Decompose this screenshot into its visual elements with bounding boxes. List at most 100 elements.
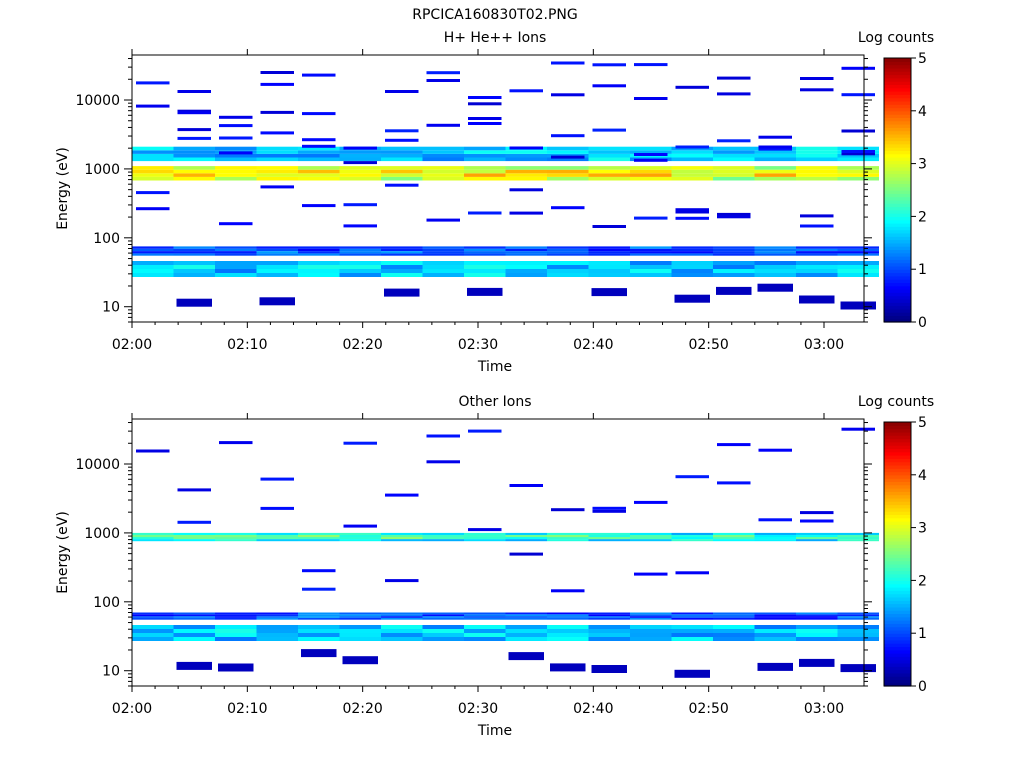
y-tick-label: 100 [93,231,120,247]
spectrogram-cell [381,176,423,181]
spectrogram-cell [505,265,547,269]
spectrogram-cell [339,176,381,181]
colorbar-segment [884,643,911,647]
sparse-count-cell [136,207,170,211]
sparse-count-cell [136,191,170,195]
x-tick-label: 02:30 [458,701,498,717]
spectrogram-cell [547,637,589,641]
spectrogram-cell [588,637,630,641]
spectrogram-cell [796,269,838,273]
spectrogram-cell [173,535,215,538]
colorbar-segment [884,613,911,618]
sparse-count-cell [385,90,419,93]
spectrogram-cell [381,261,423,265]
spectrogram-cell [588,273,630,277]
sparse-count-cell [675,216,709,220]
spectrogram-cell [754,265,796,269]
spectrogram-cell [215,539,257,542]
sparse-count-cell [841,66,875,70]
spectrogram-cell [173,166,215,170]
low-energy-cell [259,297,295,306]
spectrogram-cell [381,248,423,251]
spectrogram-cell [381,537,423,540]
spectrogram-cell [422,532,464,535]
spectrogram-cell [422,157,464,162]
spectrogram-cell [422,633,464,637]
colorbar-segment [884,150,911,155]
colorbar-segment [884,481,911,486]
colorbar-segment [884,315,911,320]
colorbar-segment [884,166,911,171]
spectrogram-cell [713,612,755,615]
spectrogram-cell [505,617,547,620]
spectrogram-cell [464,265,506,269]
sparse-count-cell [219,136,253,140]
colorbar-segment [884,203,911,208]
spectrogram-cell [837,633,879,637]
colorbar-segment [884,669,911,674]
spectrogram-cell [298,629,340,633]
colorbar-segment [884,478,911,482]
spectrogram-cell [671,248,713,251]
sparse-count-cell [717,76,751,80]
spectrogram-cell [422,251,464,254]
spectrogram-cell [588,625,630,629]
spectrogram-cell [796,535,838,538]
spectrogram-cell [298,261,340,265]
spectrogram-cell [256,269,298,273]
spectrogram-cell [464,537,506,540]
spectrogram-cell [132,146,174,151]
spectrogram-cell [132,617,174,620]
spectrogram-cell [671,269,713,273]
colorbar-segment [884,448,911,453]
spectrogram-cell [173,273,215,277]
spectrogram-cell [505,532,547,535]
spectrogram-cell [713,176,755,181]
spectrogram-cell [713,153,755,158]
spectrogram-cell [422,535,464,538]
spectrogram-cell [132,150,174,154]
colorbar-tick-label: 2 [918,209,927,225]
spectrogram-cell [754,537,796,540]
spectrogram-cell [713,539,755,542]
colorbar-segment [884,626,911,631]
colorbar-segment [884,629,911,634]
spectrogram-cell [547,269,589,273]
sparse-count-cell [634,216,668,220]
spectrogram-cell [339,166,381,170]
sparse-count-cell [302,112,336,116]
colorbar-segment [884,445,911,449]
spectrogram-cell [837,251,879,254]
spectrogram-cell [381,265,423,269]
spectrogram-cell [132,616,174,618]
sparse-count-cell [800,519,834,523]
spectrogram-cell [588,537,630,540]
sparse-count-cell [634,63,668,67]
colorbar-segment [884,229,911,234]
spectrogram-cell [215,173,257,177]
spectrogram-cell [381,633,423,637]
spectrogram-cell [837,173,879,177]
spectrogram-cell [837,537,879,540]
sparse-count-cell [551,93,585,97]
colorbar-segment [884,514,911,519]
colorbar-segment [884,190,911,194]
spectrogram-cell [464,253,506,256]
colorbar-segment [884,649,911,654]
spectrogram-cell [796,261,838,265]
sparse-count-cell [177,488,211,492]
spectrogram-cell [671,633,713,637]
spectrogram-cell [422,614,464,617]
colorbar-title: Log counts [858,394,934,410]
colorbar-segment [884,81,911,85]
spectrogram-cell [754,253,796,256]
sparse-count-cell [592,84,626,88]
spectrogram-cell [547,248,589,251]
spectrogram-cell [215,176,257,181]
spectrogram-cell [754,269,796,273]
panel-title: H+ He++ Ions [444,30,547,46]
spectrogram-cell [630,146,672,151]
spectrogram-cell [173,169,215,174]
spectrogram-cell [671,614,713,617]
spectrogram-cell [381,153,423,158]
